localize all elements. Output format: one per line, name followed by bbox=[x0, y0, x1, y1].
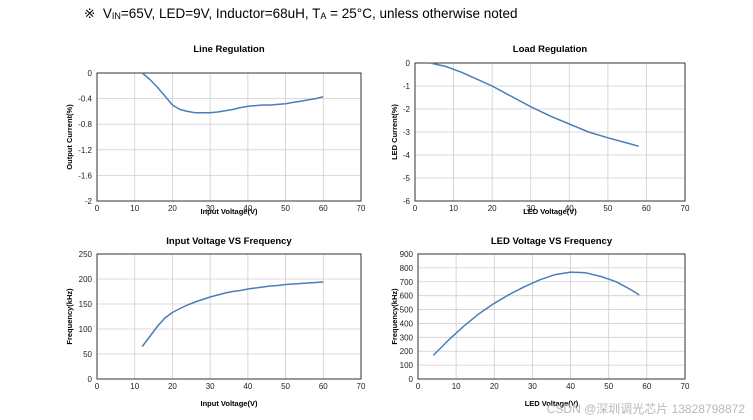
header-v-text: V bbox=[102, 6, 112, 21]
y-axis-label: Frequency(kHz) bbox=[390, 288, 399, 345]
header-conditions-text: =65V, LED=9V, Inductor=68uH, T bbox=[120, 6, 321, 21]
x-tick-label: 70 bbox=[681, 204, 690, 213]
series-line bbox=[141, 281, 324, 347]
x-tick-label: 60 bbox=[642, 204, 651, 213]
y-tick-label: -1 bbox=[403, 82, 411, 91]
header-a-subscript: A bbox=[320, 11, 327, 21]
x-tick-label: 20 bbox=[168, 204, 177, 213]
x-tick-label: 0 bbox=[95, 204, 100, 213]
y-tick-label: 300 bbox=[400, 333, 414, 342]
series-line bbox=[141, 72, 324, 114]
y-tick-label: -0.8 bbox=[78, 120, 92, 129]
y-tick-label: 200 bbox=[79, 275, 93, 284]
y-axis-label: LED Current(%) bbox=[390, 104, 399, 160]
x-tick-label: 0 bbox=[95, 382, 100, 391]
x-axis-label: LED Voltage(V) bbox=[523, 207, 577, 216]
y-tick-label: -2 bbox=[85, 197, 93, 206]
y-tick-label: 50 bbox=[83, 350, 92, 359]
y-tick-label: 700 bbox=[400, 278, 414, 287]
y-tick-label: 0 bbox=[88, 375, 93, 384]
y-axis-label: Output Current(%) bbox=[65, 104, 74, 170]
reference-mark: ※ bbox=[84, 6, 96, 21]
y-tick-label: -3 bbox=[403, 128, 411, 137]
y-tick-label: -1.6 bbox=[78, 171, 92, 180]
x-tick-label: 60 bbox=[642, 382, 651, 391]
y-tick-label: 0 bbox=[409, 375, 414, 384]
x-tick-label: 30 bbox=[206, 382, 215, 391]
y-tick-label: -1.2 bbox=[78, 146, 92, 155]
y-tick-label: 0 bbox=[406, 59, 411, 68]
x-tick-label: 50 bbox=[604, 382, 613, 391]
x-tick-label: 10 bbox=[130, 382, 139, 391]
y-tick-label: 100 bbox=[79, 325, 93, 334]
x-tick-label: 60 bbox=[319, 382, 328, 391]
plot-frame bbox=[96, 253, 362, 380]
series-line bbox=[432, 271, 640, 356]
x-axis-label: LED Voltage(V) bbox=[525, 399, 579, 408]
x-tick-label: 40 bbox=[566, 382, 575, 391]
x-tick-label: 20 bbox=[490, 382, 499, 391]
x-tick-label: 20 bbox=[168, 382, 177, 391]
header-in-subscript: IN bbox=[111, 11, 121, 21]
x-tick-label: 40 bbox=[243, 382, 252, 391]
load-regulation-chart: 0 10 20 30 40 50 60 70 0 -1 -2 -3 -4 -5 -6 Load Regulat… bbox=[390, 44, 690, 216]
y-tick-label: 900 bbox=[400, 250, 414, 259]
x-tick-label: 60 bbox=[319, 204, 328, 213]
y-tick-label: 150 bbox=[79, 300, 93, 309]
watermark: CSDN @深圳调光芯片 13828798872 bbox=[546, 402, 745, 416]
x-tick-label: 10 bbox=[130, 204, 139, 213]
y-tick-label: 500 bbox=[400, 306, 414, 315]
x-tick-label: 20 bbox=[488, 204, 497, 213]
x-tick-label: 30 bbox=[526, 204, 535, 213]
y-tick-label: 250 bbox=[79, 250, 93, 259]
y-tick-label: 600 bbox=[400, 292, 414, 301]
x-tick-label: 50 bbox=[281, 204, 290, 213]
test-conditions-header: ※ VIN=65V, LED=9V, Inductor=68uH, TA = 2… bbox=[84, 6, 518, 22]
x-tick-label: 0 bbox=[413, 204, 418, 213]
y-tick-label: -2 bbox=[403, 105, 411, 114]
x-tick-label: 70 bbox=[357, 204, 366, 213]
y-axis-label: Frequency(kHz) bbox=[65, 288, 74, 345]
y-tick-label: 0 bbox=[88, 69, 93, 78]
plot-frame bbox=[417, 253, 686, 380]
line-regulation-chart: 0 10 20 30 40 50 60 70 0 -0.4 -0.8 -1.2 -1.6 -2 Line R… bbox=[65, 44, 366, 216]
x-tick-label: 30 bbox=[528, 382, 537, 391]
x-axis-label: Input Voltage(V) bbox=[201, 207, 258, 216]
y-tick-label: -6 bbox=[403, 197, 411, 206]
y-tick-label: -0.4 bbox=[78, 95, 92, 104]
led-voltage-frequency-chart: 0 10 20 30 40 50 60 70 900 800 700 600 500 400 300 200 1… bbox=[390, 236, 690, 408]
x-tick-label: 30 bbox=[206, 204, 215, 213]
x-tick-label: 40 bbox=[565, 204, 574, 213]
x-tick-label: 50 bbox=[281, 382, 290, 391]
x-tick-label: 10 bbox=[449, 204, 458, 213]
y-tick-label: 100 bbox=[400, 361, 414, 370]
y-tick-label: 400 bbox=[400, 319, 414, 328]
chart-title: Input Voltage VS Frequency bbox=[166, 236, 292, 247]
y-tick-label: -5 bbox=[403, 174, 411, 183]
x-tick-label: 70 bbox=[681, 382, 690, 391]
plot-frame bbox=[96, 72, 362, 202]
plot-frame bbox=[414, 62, 686, 202]
y-tick-label: 200 bbox=[400, 347, 414, 356]
header-tail-text: = 25°C, unless otherwise noted bbox=[326, 6, 518, 21]
x-tick-label: 50 bbox=[603, 204, 612, 213]
x-tick-label: 70 bbox=[357, 382, 366, 391]
chart-title: LED Voltage VS Frequency bbox=[491, 236, 613, 247]
series-line bbox=[430, 62, 639, 148]
x-axis-label: Input Voltage(V) bbox=[201, 399, 258, 408]
y-tick-label: -4 bbox=[403, 151, 411, 160]
y-tick-label: 800 bbox=[400, 264, 414, 273]
x-tick-label: 0 bbox=[416, 382, 421, 391]
x-tick-label: 10 bbox=[452, 382, 461, 391]
x-tick-label: 40 bbox=[243, 204, 252, 213]
chart-title: Load Regulation bbox=[513, 44, 588, 55]
chart-title: Line Regulation bbox=[193, 44, 264, 55]
input-voltage-frequency-chart: 0 10 20 30 40 50 60 70 250 200 150 100 50 0 Input Volt… bbox=[65, 236, 366, 408]
